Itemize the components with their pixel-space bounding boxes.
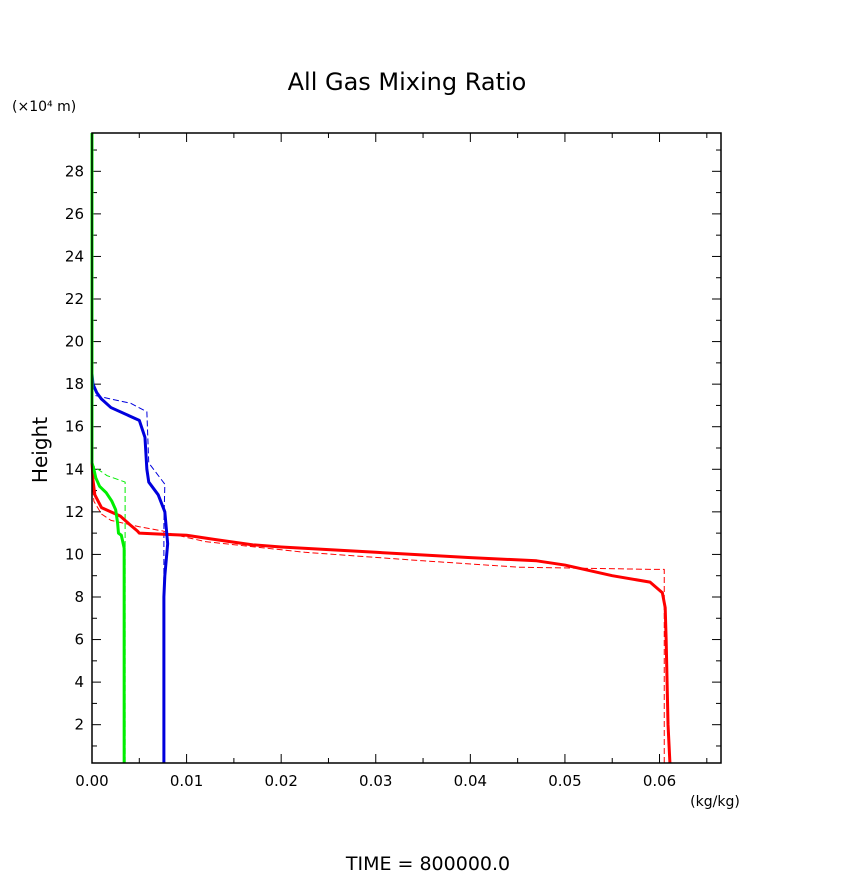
axis-ticks: [91, 133, 721, 763]
y-tick-label: 2: [74, 716, 84, 734]
red-solid-line: [90, 133, 672, 764]
y-tick-label: 16: [65, 418, 84, 436]
green-solid-line: [90, 133, 126, 763]
x-tick-label: 0.03: [359, 772, 392, 790]
y-tick-label: 4: [74, 673, 84, 691]
y-tick-label: 14: [65, 460, 84, 478]
y-axis-label: Height: [28, 417, 52, 483]
x-axis-label: (kg/kg): [690, 794, 740, 810]
y-tick-label: 24: [65, 247, 84, 265]
x-tick-label: 0.06: [643, 772, 676, 790]
red-dashed-line: [91, 133, 665, 763]
x-tick-label: 0.02: [264, 772, 297, 790]
tick-labels: 0.00 0.01 0.02 0.03 0.04 0.05 0.06246810121416…: [65, 162, 676, 790]
y-tick-label: 20: [65, 333, 84, 351]
time-footer: TIME = 800000.0: [345, 853, 510, 875]
x-tick-label: 0.01: [170, 772, 203, 790]
y-tick-label: 10: [65, 545, 84, 563]
y-unit-label: (×10⁴ m): [12, 99, 76, 115]
x-tick-label: 0.00: [75, 772, 108, 790]
y-tick-label: 8: [74, 588, 84, 606]
y-tick-label: 26: [65, 205, 84, 223]
y-tick-label: 22: [65, 290, 84, 308]
series-lines: [90, 133, 672, 764]
chart-title: All Gas Mixing Ratio: [288, 68, 527, 96]
x-tick-label: 0.05: [548, 772, 581, 790]
y-tick-label: 28: [65, 162, 84, 180]
plot-frame: [91, 132, 722, 764]
y-tick-label: 12: [65, 503, 84, 521]
y-tick-label: 18: [65, 375, 84, 393]
x-tick-label: 0.04: [454, 772, 487, 790]
y-tick-label: 6: [74, 631, 84, 649]
blue-solid-line: [90, 133, 170, 763]
blue-dashed-line: [91, 133, 166, 763]
